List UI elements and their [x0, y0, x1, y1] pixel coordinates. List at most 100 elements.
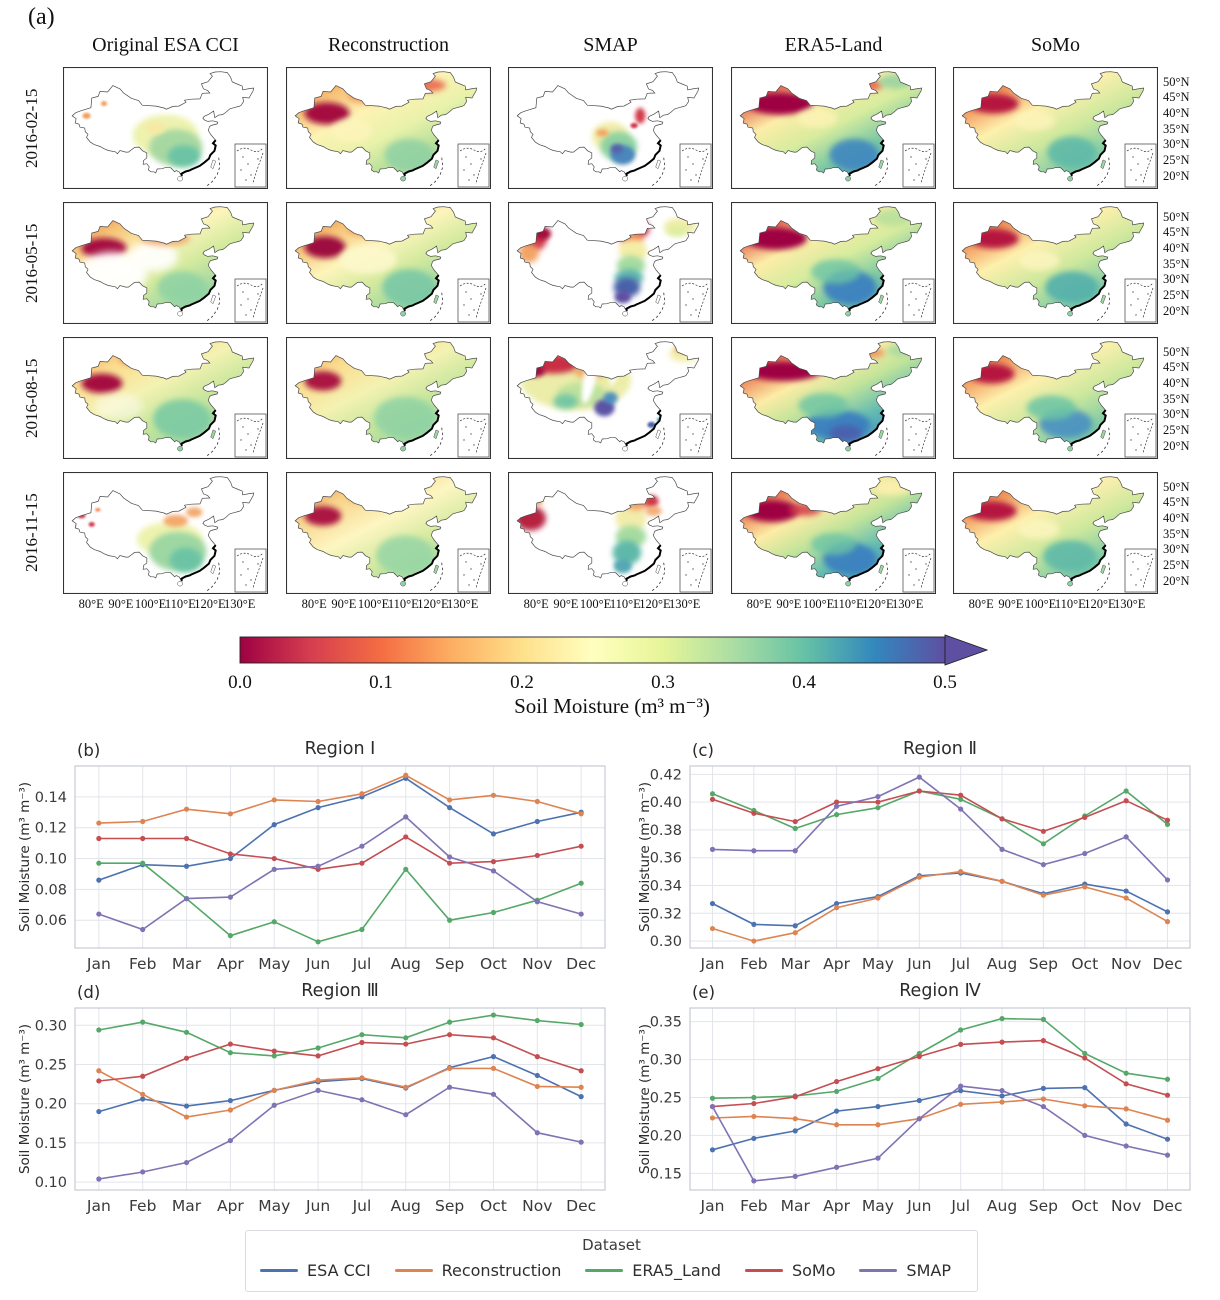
series-line-era5_land [712, 790, 1169, 845]
x-tick-label: Oct [1071, 1197, 1098, 1215]
data-point [227, 1107, 233, 1113]
data-point [751, 1178, 757, 1184]
data-point [916, 1116, 922, 1122]
x-tick-label: May [862, 1197, 894, 1215]
map-column-title: SoMo [1031, 34, 1080, 56]
x-tick-label: Feb [129, 955, 156, 973]
longitude-tick-label: 80°E [746, 597, 772, 611]
data-point [140, 1019, 146, 1025]
data-point [490, 1065, 497, 1072]
y-tick-label: 0.20 [35, 1097, 67, 1113]
longitude-tick-label: 80°E [968, 597, 994, 611]
longitude-tick-label: 110°E [832, 597, 864, 611]
data-point [916, 774, 922, 780]
map-row-label: 2016-02-15 [22, 88, 41, 168]
data-point [1164, 1117, 1171, 1123]
legend-entry-label: ESA CCI [307, 1261, 371, 1280]
data-point [490, 859, 497, 865]
data-point [958, 868, 964, 875]
x-tick-label: May [862, 955, 894, 973]
data-point [140, 835, 146, 842]
series-line-smap [98, 1086, 582, 1180]
data-point [534, 1017, 540, 1024]
data-point [833, 1122, 840, 1128]
colorbar-tick-label: 0.5 [933, 672, 957, 693]
data-point [999, 1099, 1005, 1105]
map-original-esa-cci-2016-02-15 [63, 67, 268, 189]
data-point [1040, 892, 1047, 898]
data-point [792, 848, 798, 854]
x-tick-label: Nov [1111, 1197, 1141, 1215]
data-point [792, 818, 798, 825]
legend-swatch-esa-cci [260, 1269, 298, 1272]
data-point [916, 1097, 922, 1104]
y-tick-label: 0.40 [650, 795, 682, 811]
panel-a-label: (a) [28, 4, 55, 30]
data-point [447, 1019, 453, 1025]
legend-title: Dataset [582, 1236, 641, 1254]
data-point [958, 806, 964, 812]
y-tick-label: 0.08 [35, 882, 67, 898]
data-point [792, 1116, 798, 1122]
data-point [96, 1078, 102, 1084]
y-tick-label: 0.12 [35, 821, 67, 837]
data-point [1164, 1076, 1171, 1082]
latitude-tick-label: 50°N [1163, 209, 1190, 224]
data-point [183, 1159, 190, 1166]
data-point [271, 866, 277, 872]
data-point [315, 1087, 321, 1093]
data-point [1082, 1103, 1088, 1109]
data-point [271, 1048, 277, 1054]
map-somo-2016-08-15 [953, 337, 1158, 459]
data-point [751, 1135, 757, 1142]
x-tick-label: Jul [950, 955, 970, 973]
y-tick-label: 0.10 [35, 1175, 67, 1191]
data-point [1164, 817, 1171, 823]
y-tick-label: 0.25 [650, 1090, 682, 1106]
series-line-somo [98, 1033, 582, 1082]
data-point [958, 796, 964, 802]
longitude-tick-label: 110°E [164, 597, 196, 611]
x-tick-label: Feb [740, 1197, 767, 1215]
data-point [183, 806, 190, 812]
x-tick-label: Nov [1111, 955, 1141, 973]
data-point [490, 909, 497, 916]
x-tick-label: Apr [823, 1197, 850, 1215]
data-point [227, 1097, 233, 1104]
data-point [140, 860, 146, 866]
map-era5-land-2016-11-15 [731, 472, 936, 594]
data-point [709, 796, 716, 802]
x-tick-label: Aug [987, 955, 1017, 973]
legend-entry-label: ERA5_Land [632, 1261, 721, 1280]
data-point [1082, 814, 1088, 821]
x-tick-label: Jan [86, 1197, 111, 1215]
legend-swatch-somo [744, 1269, 783, 1272]
data-point [875, 799, 881, 805]
data-point [447, 1065, 453, 1072]
data-point [1164, 919, 1171, 925]
x-tick-label: Apr [823, 955, 850, 973]
data-point [447, 1032, 453, 1038]
data-point [709, 846, 716, 852]
x-tick-label: Jun [305, 955, 330, 973]
data-point [359, 1032, 365, 1038]
data-point [140, 1073, 146, 1079]
y-tick-label: 0.30 [35, 1018, 67, 1034]
x-tick-label: Dec [1153, 1197, 1183, 1215]
data-point [359, 1075, 365, 1081]
data-point [183, 1055, 190, 1061]
data-point [183, 1029, 190, 1035]
data-point [1123, 888, 1129, 894]
chart-region-ⅱ: Region Ⅱ (c) Soil Moisture (m³ m⁻³) 0.30 0.3… [637, 739, 1191, 973]
data-point [534, 1072, 540, 1079]
x-tick-label: Nov [522, 955, 552, 973]
data-point [1123, 788, 1129, 794]
data-point [875, 793, 881, 800]
data-point [1040, 1016, 1047, 1022]
latitude-tick-label: 35°N [1163, 121, 1190, 136]
data-point [958, 1083, 964, 1089]
series-line-reconstruction [712, 1098, 1168, 1126]
data-point [490, 1012, 497, 1018]
series-line-era5_land [712, 1017, 1168, 1099]
data-point [1040, 841, 1047, 847]
